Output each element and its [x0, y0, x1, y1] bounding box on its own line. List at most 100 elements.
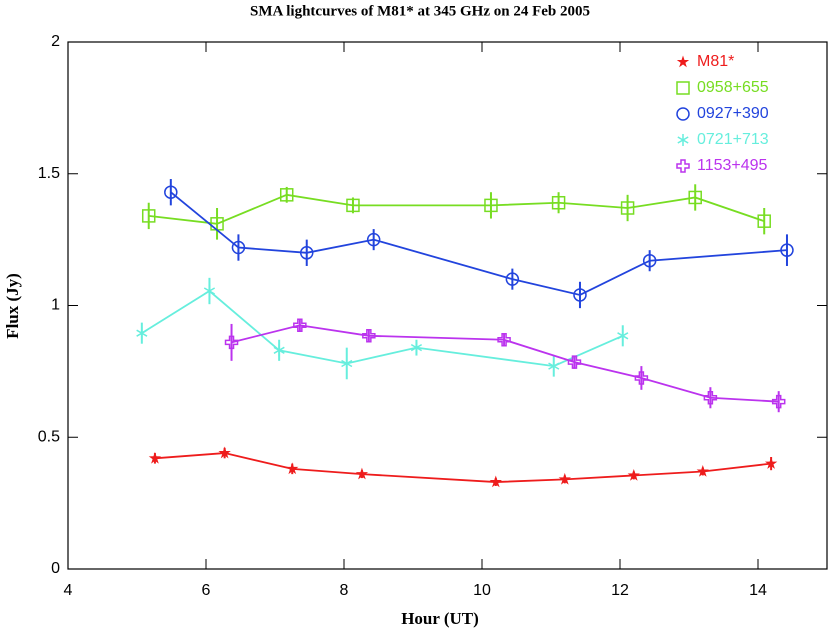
marker-part [341, 359, 353, 368]
marker-part [764, 457, 778, 469]
marker-part [676, 55, 690, 68]
marker [505, 272, 520, 286]
marker [634, 371, 649, 385]
marker-part [224, 335, 239, 350]
marker [410, 341, 423, 354]
marker-part [567, 355, 582, 369]
x-tick-label: 4 [64, 582, 73, 599]
marker [676, 55, 690, 68]
marker [355, 467, 369, 480]
marker-part [279, 188, 294, 202]
marker-part [355, 467, 369, 480]
marker-part [558, 472, 571, 485]
marker [497, 333, 511, 347]
marker-part [164, 185, 178, 199]
marker [573, 288, 587, 302]
y-tick-label: 1.5 [38, 165, 60, 182]
marker [341, 357, 353, 370]
legend-label: 0958+655 [697, 79, 769, 96]
marker-part [497, 333, 511, 347]
marker [299, 246, 314, 260]
marker [764, 457, 778, 469]
marker-part [703, 390, 718, 405]
marker [224, 335, 239, 350]
legend-label: 1153+495 [697, 157, 768, 174]
marker-part [366, 232, 381, 247]
marker-part [780, 243, 794, 257]
y-axis-title: Flux (Jy) [3, 273, 22, 339]
marker [703, 390, 718, 405]
marker-part [627, 468, 640, 481]
marker-part [218, 446, 231, 459]
marker-part [617, 332, 629, 340]
marker [620, 201, 635, 215]
marker [676, 107, 690, 121]
marker [293, 318, 307, 333]
marker-part [299, 246, 314, 260]
y-tick-label: 0 [51, 560, 60, 577]
marker-part [489, 475, 502, 488]
marker-part [676, 81, 690, 95]
marker-part [505, 272, 520, 286]
y-tick-label: 1 [51, 297, 60, 314]
marker [627, 468, 640, 481]
marker-part [676, 107, 690, 121]
marker [676, 159, 690, 173]
marker-part [293, 318, 307, 333]
marker-part [551, 195, 566, 210]
marker-part [136, 329, 148, 337]
legend-label: M81* [697, 53, 734, 70]
marker [362, 329, 376, 343]
marker [484, 198, 498, 213]
marker [558, 472, 571, 485]
marker [286, 462, 299, 475]
x-tick-label: 8 [340, 582, 349, 599]
marker [218, 446, 231, 459]
series-line [231, 324, 779, 403]
marker [771, 394, 786, 409]
marker [203, 285, 216, 298]
marker [548, 360, 560, 373]
x-axis-title: Hour (UT) [401, 609, 479, 628]
marker-part [148, 451, 162, 464]
x-tick-label: 12 [611, 582, 629, 599]
marker [279, 188, 294, 202]
series-line [148, 193, 765, 225]
marker-part [573, 288, 587, 302]
marker [757, 214, 771, 228]
series-line [154, 452, 772, 483]
marker-part [620, 201, 635, 215]
marker [567, 355, 582, 369]
marker-part [677, 136, 689, 144]
series-line [170, 191, 788, 296]
marker [136, 327, 148, 340]
legend-label: 0927+390 [697, 105, 769, 122]
marker [617, 329, 629, 342]
marker [148, 451, 162, 464]
marker-part [642, 253, 657, 268]
marker-part [410, 344, 423, 352]
marker-part [231, 240, 246, 255]
marker [676, 81, 690, 95]
marker [551, 195, 566, 210]
marker [688, 190, 702, 205]
marker-part [362, 329, 376, 343]
marker-part [676, 159, 690, 173]
marker-part [548, 362, 560, 370]
marker [366, 232, 381, 247]
x-tick-label: 6 [202, 582, 211, 599]
marker-part [286, 462, 299, 475]
x-tick-label: 14 [749, 582, 767, 599]
legend-label: 0721+713 [697, 131, 769, 148]
x-tick-label: 10 [473, 582, 491, 599]
y-tick-label: 2 [51, 33, 60, 50]
marker-part [696, 465, 709, 477]
marker [642, 253, 657, 268]
marker [489, 475, 502, 488]
marker-part [634, 371, 649, 385]
marker-part [771, 394, 786, 409]
marker [164, 185, 178, 199]
marker-part [273, 346, 285, 354]
